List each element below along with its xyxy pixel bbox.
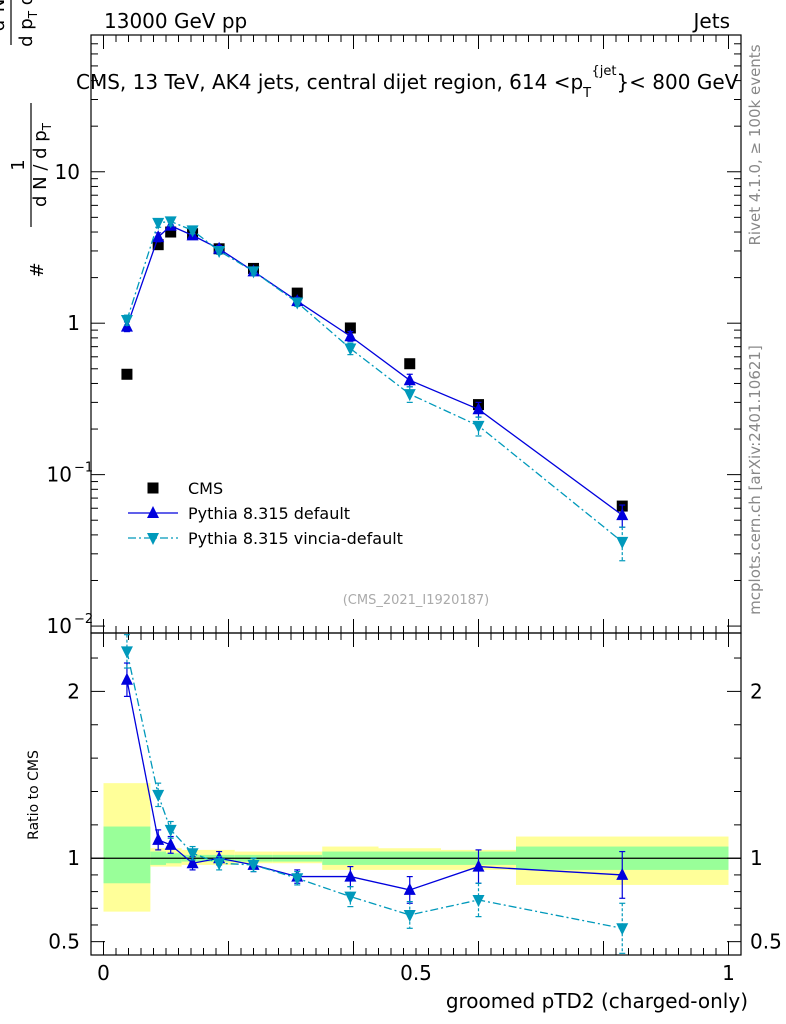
x-tick-label-0: 0 [97,961,110,985]
data-marks [120,216,629,954]
legend-marker-pythia-vincia [147,533,159,545]
svg-text:d pT dλ: d pT dλ [16,0,40,47]
ratio-y-tick-label-r-2: 2 [750,679,763,703]
ratio-y-tick-label-l-1: 1 [67,846,80,870]
ratio-series-1-point-6 [291,873,304,886]
header-left: 13000 GeV pp [104,9,247,33]
ratio-series-0-point-9 [472,859,485,872]
svg-text:d2N: d2N [0,0,9,31]
plot-title: CMS, 13 TeV, AK4 jets, central dijet reg… [76,64,739,101]
ratio-series-0-point-8 [403,882,416,895]
svg-text:1: 1 [8,159,29,170]
top-series-1-point-8 [403,373,416,386]
top-y-tick-label-3: 10 [55,160,80,184]
x-tick-label-1: 0.5 [400,961,432,985]
ratio-y-axis-label: Ratio to CMS [26,750,42,840]
ratio-series-1-line [126,651,623,929]
mcplots-source-label: mcplots.cern.ch [arXiv:2401.10621] [746,345,764,615]
ratio-series-1-point-4 [213,858,226,871]
ratio-series-1-point-10 [616,923,629,936]
ratio-series-1-point-7 [344,891,357,904]
ratio-series-0-point-3 [186,856,199,869]
ratio-series-1-point-5 [247,859,260,872]
ratio-series-1-point-3 [186,848,199,861]
top-y-tick-label-0: 10 [47,614,72,638]
ratio-band-inner-0 [103,826,151,884]
ratio-series-1-point-8 [403,909,416,922]
top-series-1-point-7 [344,329,357,342]
legend-label-pythia-default: Pythia 8.315 default [188,504,350,523]
top-series-0-point-8 [404,358,416,370]
top-y-tick-exp-0: −2 [74,612,93,627]
top-series-0-point-7 [344,322,356,334]
top-series-2-point-6 [291,297,304,310]
ratio-y-tick-label-l-0: 0.5 [48,930,80,954]
analysis-id-annotation: (CMS_2021_I1920187) [343,593,490,608]
top-series-0-point-1 [152,239,164,251]
legend: CMS Pythia 8.315 default Pythia 8.315 vi… [128,479,403,548]
top-series-2-point-5 [247,266,260,279]
svg-text:#: # [0,69,3,84]
ratio-series-1-point-9 [472,894,485,907]
top-y-tick-label-2: 1 [67,311,80,335]
ratio-y-tick-label-l-2: 2 [67,679,80,703]
svg-text:d N / d pT: d N / d pT [30,122,54,207]
header-right: Jets [692,9,730,33]
ratio-series-1-point-1 [152,789,165,802]
top-series-1-point-1 [152,230,165,243]
ratio-series-1-point-0 [120,646,133,659]
legend-marker-cms [147,482,159,494]
ratio-series-0-point-2 [164,837,177,850]
ratio-series-0-point-10 [616,867,629,880]
top-series-2-point-1 [152,217,165,230]
legend-markers [128,482,178,545]
legend-label-pythia-vincia: Pythia 8.315 vincia-default [188,529,403,548]
x-tick-label-2: 1 [722,961,735,985]
top-series-2-point-2 [164,216,177,229]
top-series-2-point-9 [472,420,485,433]
top-series-2-point-4 [213,245,226,258]
ratio-bands [91,783,741,912]
top-y-axis-label: 1 # d N / d pT # d2N d pT dλ [0,0,54,278]
top-series-0-point-6 [291,287,303,299]
ratio-series-0-point-1 [152,832,165,845]
ratio-y-tick-label-r-1: 1 [750,846,763,870]
rivet-version-label: Rivet 4.1.0, ≥ 100k events [746,44,764,245]
x-axis-label: groomed pTD2 (charged-only) [446,989,748,1013]
top-series-2-point-8 [403,389,416,402]
top-series-1-line [126,224,623,516]
top-series-2-point-0 [120,314,133,327]
top-series-2-point-3 [186,225,199,238]
top-series-0-point-0 [121,368,133,380]
ratio-panel-frame [90,632,742,956]
top-series-2-point-7 [344,343,357,356]
ratio-series-0-point-0 [120,672,133,685]
top-series-2-point-10 [616,536,629,549]
top-series-0-point-2 [165,226,177,238]
top-series-1-point-10 [616,508,629,521]
svg-text:#: # [27,262,48,277]
ratio-y-tick-label-r-0: 0.5 [750,930,782,954]
top-series-1-point-9 [472,402,485,415]
ratio-series-1-point-2 [164,824,177,837]
top-y-tick-exp-1: −1 [74,461,93,476]
ratio-series-0-point-7 [344,869,357,882]
legend-marker-pythia-default [147,506,159,518]
top-y-tick-label-1: 10 [47,463,72,487]
legend-label-cms: CMS [188,479,223,498]
